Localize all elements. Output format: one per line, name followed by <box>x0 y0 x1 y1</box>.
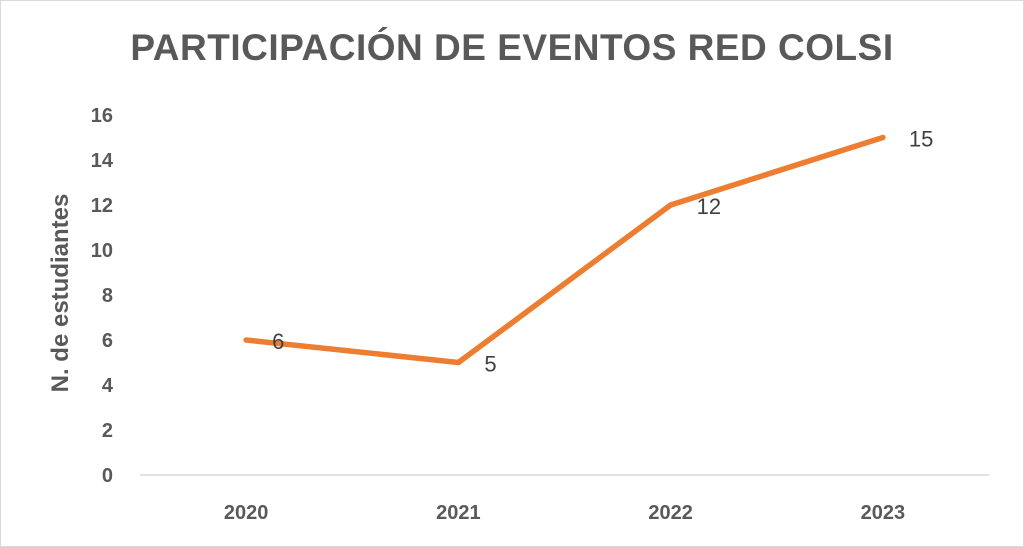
data-point <box>880 135 886 140</box>
data-point <box>243 337 249 343</box>
x-tick-label: 2023 <box>861 502 906 524</box>
y-tick-label: 10 <box>91 240 113 262</box>
y-tick-label: 16 <box>91 105 113 127</box>
x-tick-label: 2020 <box>224 502 269 524</box>
y-tick-label: 14 <box>91 150 114 172</box>
series-line <box>243 134 886 366</box>
y-tick-label: 6 <box>102 330 113 352</box>
x-tick-label: 2021 <box>436 502 481 524</box>
data-point <box>455 360 461 365</box>
y-tick-label: 0 <box>102 465 113 487</box>
chart-title: PARTICIPACIÓN DE EVENTOS RED COLSI <box>130 27 894 68</box>
y-tick-label: 4 <box>102 375 114 397</box>
y-tick-label: 2 <box>102 420 113 442</box>
data-label: 12 <box>697 194 721 219</box>
data-label: 15 <box>909 127 933 152</box>
data-label: 6 <box>272 329 284 354</box>
x-tick-label: 2022 <box>648 502 693 524</box>
y-tick-label: 12 <box>91 195 113 217</box>
y-tick-label: 8 <box>102 285 113 307</box>
data-point <box>668 202 674 208</box>
data-label: 5 <box>484 352 496 377</box>
